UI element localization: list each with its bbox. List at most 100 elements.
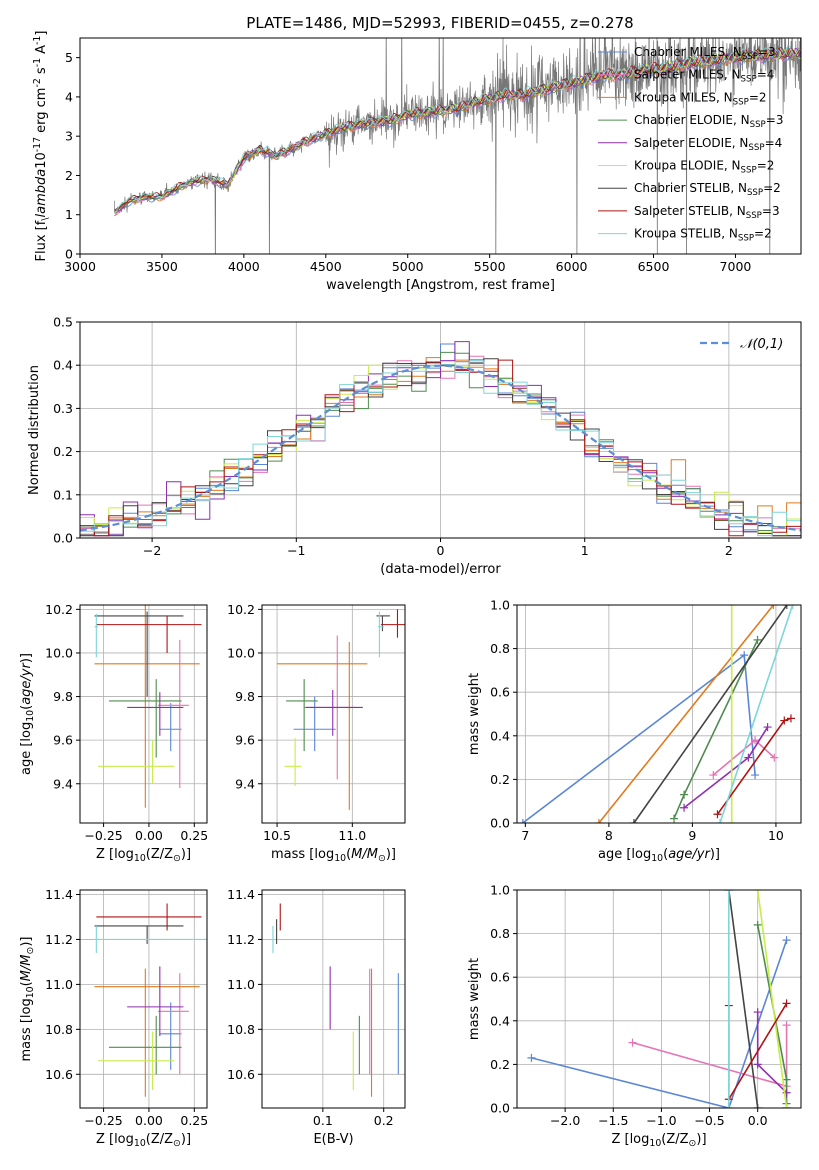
weight-marker	[753, 1008, 762, 1017]
y-tick-label: 11.0	[227, 977, 255, 992]
x-tick-label: 9	[688, 828, 696, 843]
panel-mass_weight_vs_Z: −2.0 −1.5 −1.0 −0.5 0.0 0.0 0.2 0.4 0.6 0.8 1.0 Z […	[467, 883, 802, 1149]
y-tick-label: 9.8	[53, 689, 73, 704]
weight-marker	[527, 1053, 536, 1062]
weight-marker	[518, 819, 527, 823]
y-tick-label: 10.2	[227, 602, 255, 617]
plot-area	[262, 890, 405, 1108]
legend-label: 𝒩(0,1)	[740, 337, 783, 352]
y-tick-label: 11.0	[45, 977, 73, 992]
axes-frame	[79, 889, 208, 1109]
y-tick-label: 0.3	[53, 401, 73, 416]
y-tick-label: 10.8	[227, 1022, 255, 1037]
weight-marker	[753, 635, 762, 644]
y-tick-label: 0.0	[490, 816, 510, 831]
weight-marker	[782, 1075, 791, 1084]
x-tick-label: 0.1	[313, 1113, 333, 1128]
model-spectrum	[114, 45, 801, 214]
y-tick-label: 0.2	[490, 1057, 510, 1072]
weight-marker	[753, 1060, 762, 1069]
x-tick-label: 10	[768, 828, 784, 843]
y-tick-label: 0.4	[490, 1013, 510, 1028]
y-tick-label: 9.6	[53, 733, 73, 748]
x-axis-label: age [log10(age/yr)]	[598, 847, 720, 864]
x-tick-label: 0.25	[180, 1113, 208, 1128]
legend-label: Salpeter MILES, NSSP=4	[634, 68, 774, 85]
weight-marker	[782, 999, 791, 1008]
x-tick-label: 10.5	[263, 828, 291, 843]
panel-residuals: −2 −1 0 1 2 0.0 0.1 0.2 0.3 0.4 0.5 (data-model)/er…	[27, 315, 802, 577]
legend-label: Chabrier STELIB, NSSP=2	[634, 181, 781, 198]
x-tick-label: −1.0	[646, 1113, 676, 1128]
model-spectrum	[114, 47, 801, 212]
x-tick-label: 8	[605, 828, 613, 843]
weight-marker	[782, 1021, 791, 1030]
weight-marker	[751, 771, 760, 780]
x-axis-label: Z [log10(Z/Z⊙)]	[96, 1132, 191, 1149]
x-tick-label: 6500	[638, 259, 670, 274]
weight-marker	[727, 819, 736, 823]
x-tick-label: −0.25	[84, 1113, 122, 1128]
y-tick-label: 11.2	[227, 932, 255, 947]
y-tick-label: 0.0	[490, 1101, 510, 1116]
legend-label: Kroupa ELODIE, NSSP=2	[634, 159, 774, 176]
y-tick-label: 0.1	[53, 487, 73, 502]
axes-frame	[516, 604, 802, 824]
y-tick-label: 0	[65, 247, 73, 262]
residual-histogram	[80, 359, 801, 537]
x-tick-label: 4000	[228, 259, 260, 274]
axes-frame	[79, 604, 208, 824]
y-axis-label: age [log10(age/yr)]	[19, 653, 36, 775]
weight-marker	[751, 736, 760, 745]
weight-marker	[770, 753, 779, 762]
y-tick-label: 0.8	[490, 641, 510, 656]
weight-marker	[786, 714, 795, 723]
y-tick-label: 10.2	[45, 602, 73, 617]
axes-frame	[261, 889, 406, 1109]
x-tick-label: 0	[437, 543, 445, 558]
weight-marker	[744, 753, 753, 762]
weight-marker	[629, 819, 638, 823]
y-tick-label: 1.0	[490, 883, 510, 898]
x-tick-label: 0.2	[374, 1113, 394, 1128]
weight-marker	[724, 890, 733, 894]
y-tick-label: 11.2	[45, 932, 73, 947]
x-tick-label: 0.25	[180, 828, 208, 843]
y-axis-label: Flux [f\lambda10-17 erg cm-2 s-1 A-1]	[32, 31, 51, 262]
y-tick-label: 0.4	[490, 728, 510, 743]
x-tick-label: 5000	[392, 259, 424, 274]
y-tick-label: 11.4	[45, 887, 73, 902]
plot-area	[80, 605, 207, 823]
weight-marker	[713, 810, 722, 819]
weight-line	[598, 605, 775, 823]
x-tick-label: 4500	[310, 259, 342, 274]
x-axis-label: mass [log10(M/M⊙)]	[271, 847, 396, 864]
model-spectrum	[114, 50, 801, 216]
axes-frame	[516, 889, 802, 1109]
weight-marker	[753, 920, 762, 929]
x-tick-label: −1	[287, 543, 305, 558]
plot-area	[114, 38, 801, 254]
panel-spectrum: 3000 3500 4000 4500 5000 5500 6000 6500 7000 0 1 2 3…	[32, 31, 802, 293]
legend-label: Salpeter ELODIE, NSSP=4	[634, 136, 782, 153]
weight-marker	[715, 819, 724, 823]
legend-label: Kroupa STELIB, NSSP=2	[634, 227, 772, 244]
x-tick-label: 11.0	[338, 828, 366, 843]
y-tick-label: 0.0	[53, 531, 73, 546]
weight-marker	[680, 790, 689, 799]
y-tick-label: 4	[65, 89, 73, 104]
gaussian-curve	[80, 364, 801, 532]
y-tick-label: 9.8	[235, 689, 255, 704]
y-tick-label: 10.0	[227, 645, 255, 660]
weight-marker	[628, 1038, 637, 1047]
weight-marker	[724, 1104, 733, 1108]
panel-mass_vs_ebv: 0.1 0.2 10.6 10.8 11.0 11.2 11.4 E(B-V)	[227, 887, 406, 1147]
x-tick-label: −0.5	[694, 1113, 724, 1128]
y-tick-label: 10.0	[45, 645, 73, 660]
y-tick-label: 0.2	[53, 444, 73, 459]
x-tick-label: −0.25	[84, 828, 122, 843]
x-tick-label: −2	[143, 543, 161, 558]
weight-marker	[727, 605, 736, 609]
